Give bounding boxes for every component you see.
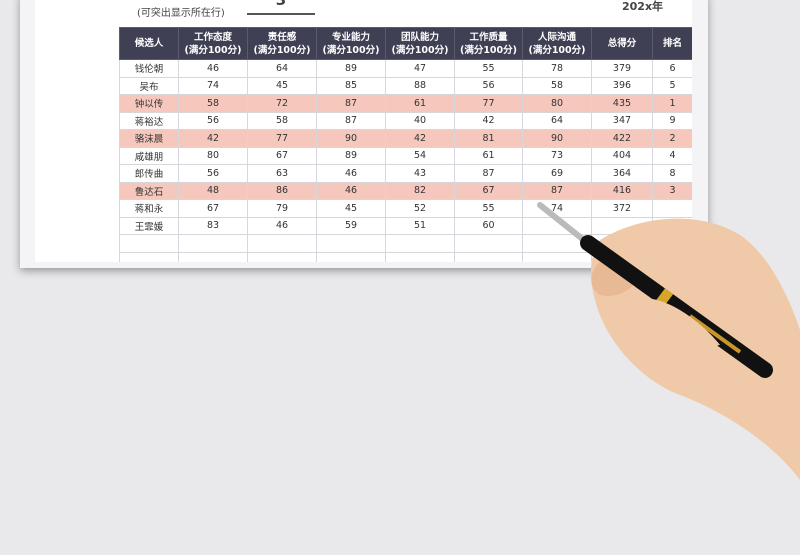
table-cell: 3 bbox=[652, 181, 692, 200]
table-row: 蒋裕达 56 58 87 40 42 64 347 9 bbox=[119, 111, 692, 130]
sheet: (可突出显示所在行) 3 202x年 候选人 工作态度 (满分100分) 责任感 (满分… bbox=[20, 0, 708, 268]
score-table: 候选人 工作态度 (满分100分) 责任感 (满分100分) 专业能力 (满分100分) 团队… bbox=[119, 27, 692, 262]
column-note: (满分100分) bbox=[184, 44, 242, 56]
column-name: 排名 bbox=[662, 38, 682, 49]
pen-clip bbox=[688, 314, 742, 354]
column-header: 工作质量 (满分100分) bbox=[454, 27, 523, 60]
year: 202x年 bbox=[622, 0, 664, 13]
table-cell: 416 bbox=[591, 181, 653, 200]
column-header: 候选人 bbox=[119, 27, 179, 60]
column-note: (满分100分) bbox=[391, 44, 449, 56]
table-row: 钱伦朝 46 64 89 47 55 78 379 6 bbox=[119, 59, 692, 78]
table-row: 骆沫晨 42 77 90 42 81 90 422 2 bbox=[119, 129, 692, 148]
column-note: (满分100分) bbox=[528, 44, 586, 56]
table-cell: 72 bbox=[247, 94, 317, 113]
table-cell: 77 bbox=[454, 94, 523, 113]
table-cell: 86 bbox=[247, 181, 317, 200]
table-cell: 435 bbox=[591, 94, 653, 113]
column-header: 团队能力 (满分100分) bbox=[385, 27, 455, 60]
column-note: (满分100分) bbox=[459, 44, 517, 56]
column-header: 工作态度 (满分100分) bbox=[178, 27, 248, 60]
column-header: 责任感 (满分100分) bbox=[247, 27, 317, 60]
pen-ring bbox=[654, 288, 674, 308]
column-name: 工作质量 bbox=[469, 31, 508, 43]
column-header: 总得分 bbox=[591, 27, 653, 60]
table-row: 吴布 74 45 85 88 56 58 396 5 bbox=[119, 76, 692, 95]
column-header: 人际沟通 (满分100分) bbox=[522, 27, 592, 60]
highlight-input[interactable]: 3 bbox=[247, 0, 315, 15]
column-name: 团队能力 bbox=[400, 31, 439, 43]
table-cell: 87 bbox=[522, 181, 592, 200]
column-header: 排名 bbox=[652, 27, 692, 60]
table-cell: 80 bbox=[522, 94, 592, 113]
column-note: (满分100分) bbox=[322, 44, 380, 56]
table-cell: 61 bbox=[385, 94, 455, 113]
table-cell: 42 bbox=[385, 129, 455, 148]
table-cell: 46 bbox=[316, 181, 386, 200]
hint: (可突出显示所在行) bbox=[137, 8, 225, 19]
table-cell: 90 bbox=[316, 129, 386, 148]
column-name: 候选人 bbox=[134, 38, 164, 49]
table-row: 咸雄朋 80 67 89 54 61 73 404 4 bbox=[119, 146, 692, 165]
sheet-body: (可突出显示所在行) 3 202x年 候选人 工作态度 (满分100分) 责任感 (满分… bbox=[35, 0, 692, 262]
column-note: (满分100分) bbox=[253, 44, 311, 56]
thumb bbox=[630, 298, 720, 346]
column-name: 责任感 bbox=[267, 31, 297, 43]
column-name: 专业能力 bbox=[331, 31, 370, 43]
column-name: 总得分 bbox=[607, 38, 637, 49]
table-row: 钟以传 58 72 87 61 77 80 435 1 bbox=[119, 94, 692, 113]
column-name: 工作态度 bbox=[193, 31, 232, 43]
table-cell: 82 bbox=[385, 181, 455, 200]
table-cell: 67 bbox=[454, 181, 523, 200]
table-cell: 87 bbox=[316, 94, 386, 113]
column-name: 人际沟通 bbox=[537, 31, 576, 43]
column-header: 专业能力 (满分100分) bbox=[316, 27, 386, 60]
table-cell: 422 bbox=[591, 129, 653, 148]
